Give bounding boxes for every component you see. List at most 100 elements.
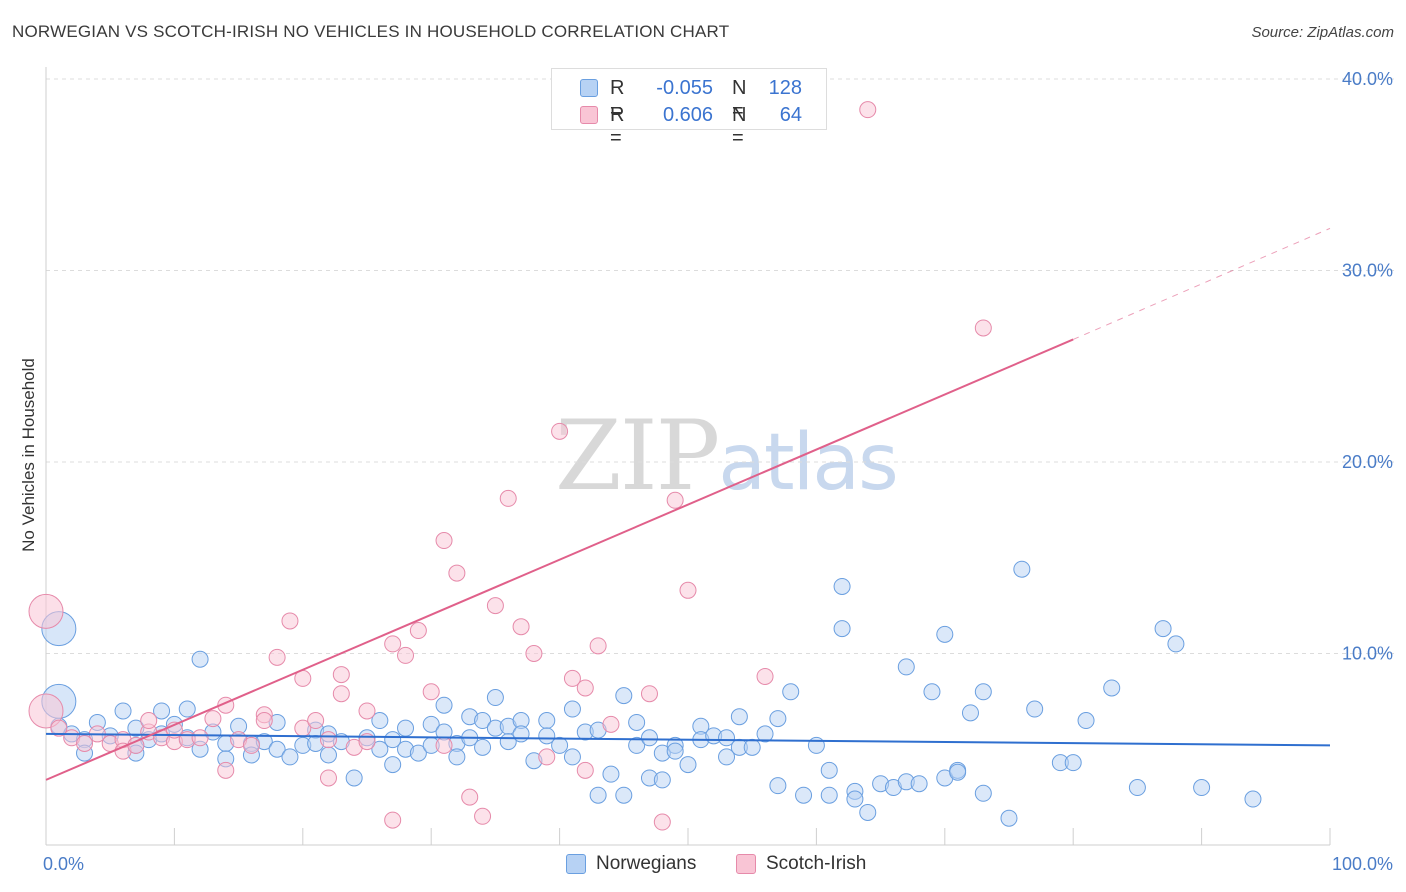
scotch-irish-point [499,489,517,507]
norwegian-point [640,729,658,747]
legend-n-value: 128 [768,77,802,99]
norwegian-point [769,777,787,795]
norwegian-point [435,696,453,714]
scotch-irish-point [76,735,94,753]
scotch-irish-point [217,761,235,779]
scotch-irish-point [602,715,620,733]
norwegian-point [384,731,402,749]
chart-title: NORWEGIAN VS SCOTCH-IRISH NO VEHICLES IN… [12,22,730,41]
scotch-irish-point [640,685,658,703]
series-legend: Norwegians Scotch-Irish [0,852,1406,878]
norwegian-point [114,702,132,720]
norwegian-point [628,713,646,731]
scotch-irish-point [974,319,992,337]
norwegian-point [743,738,761,756]
norwegian-point [486,689,504,707]
scotch-irish-point [448,564,466,582]
scotch-irish-point [28,593,64,629]
scotch-irish-point [242,736,260,754]
source-label: Source: ZipAtlas.com [1251,24,1394,41]
scotch-irish-point [384,811,402,829]
scotch-irish-point [319,769,337,787]
scotch-irish-point [384,635,402,653]
norwegian-point [846,790,864,808]
legend-n-label: N = [732,77,747,122]
norwegian-point [563,700,581,718]
norwegian-point [153,702,171,720]
scotch-irish-point [358,702,376,720]
series-label-scotch-irish: Scotch-Irish [766,853,867,874]
norwegian-point [795,786,813,804]
scotch-irish-point [551,422,569,440]
norwegian-point [422,715,440,733]
norwegian-point [1026,700,1044,718]
scotch-irish-point [319,731,337,749]
norwegian-point [615,687,633,705]
scotch-irish-point [140,712,158,730]
legend-n-value: 64 [779,104,802,126]
y-axis-label: No Vehicles in Household [19,358,38,552]
norwegian-point [769,710,787,728]
norwegian-point [615,786,633,804]
series-swatch-scotch-irish [736,854,756,874]
norwegian-point [1128,779,1146,797]
norwegian-point [1244,790,1262,808]
norwegian-point [1077,712,1095,730]
scotch-irish-point [653,813,671,831]
scotch-irish-point [576,761,594,779]
legend-r-label: R = [610,77,625,122]
norwegian-point [974,683,992,701]
norwegian-point [666,742,684,760]
norwegian-point [1167,635,1185,653]
norwegian-point [538,712,556,730]
norwegian-point [538,727,556,745]
norwegian-point [718,729,736,747]
scotch-irish-point [409,622,427,640]
norwegian-trend-line [45,732,1331,747]
trend-lines [45,227,1331,781]
norwegian-point [448,748,466,766]
norwegian-point [974,784,992,802]
x-tick-label: 100.0% [1332,854,1393,874]
x-tick-label: 0.0% [43,854,84,874]
scotch-irish-point [435,736,453,754]
scotch-irish-point [486,597,504,615]
norwegian-point [756,725,774,743]
norwegian-point [833,620,851,638]
scotch-irish-point [756,667,774,685]
norwegian-point [1193,779,1211,797]
watermark-zip: ZIP [555,400,720,512]
scotch-irish-points [28,101,992,831]
scotch-irish-point [512,618,530,636]
scotch-irish-point [307,712,325,730]
axis-labels: 10.0% 20.0% 30.0% 40.0% 0.0% 100.0% No Vehicle… [19,69,1393,874]
norwegian-point [397,719,415,737]
norwegian-point [1013,560,1031,578]
legend-n-label: N = [732,104,747,149]
norwegian-point [949,763,967,781]
scotch-irish-point [422,683,440,701]
norwegian-point [409,744,427,762]
y-tick-label: 40.0% [1342,69,1393,89]
norwegian-point [551,736,569,754]
legend-r-label: R = [610,104,625,149]
legend-swatch-norwegians [580,79,598,97]
legend-swatch-scotch-irish [580,106,598,124]
norwegian-point [1154,620,1172,638]
legend-r-value: -0.055 [656,77,713,99]
series-swatch-norwegians [566,854,586,874]
scotch-irish-point [28,693,64,729]
scotch-irish-point [268,648,286,666]
scotch-irish-point [474,807,492,825]
scotch-irish-trend-extension [1073,227,1331,340]
norwegian-point [371,712,389,730]
scotch-irish-point [435,532,453,550]
norwegian-point [782,683,800,701]
norwegian-point [910,775,928,793]
norwegian-point [820,786,838,804]
scotch-irish-point [204,710,222,728]
norwegian-point [679,756,697,774]
norwegian-point [961,704,979,722]
legend-r-value: 0.606 [662,104,713,126]
